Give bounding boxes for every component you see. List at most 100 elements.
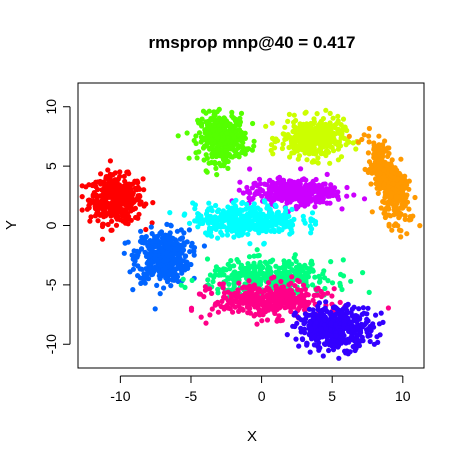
scatter-point	[246, 278, 252, 284]
scatter-point	[410, 213, 416, 219]
scatter-point	[201, 294, 207, 300]
scatter-point	[266, 186, 272, 192]
scatter-point	[216, 207, 222, 213]
scatter-point	[287, 231, 293, 237]
scatter-point	[307, 197, 313, 203]
y-tick-label: -10	[43, 334, 59, 354]
scatter-point	[245, 231, 251, 237]
scatter-point	[240, 230, 246, 236]
x-axis: -10 -5 0 5 10	[110, 375, 411, 404]
scatter-point	[167, 210, 173, 216]
scatter-point	[238, 137, 244, 143]
scatter-point	[215, 143, 221, 149]
scatter-point	[267, 268, 273, 274]
scatter-point	[286, 282, 292, 288]
scatter-point	[404, 199, 411, 205]
scatter-point	[328, 320, 334, 326]
scatter-point	[323, 107, 329, 113]
scatter-point	[229, 215, 235, 222]
scatter-point	[161, 258, 167, 264]
scatter-point	[306, 300, 312, 306]
scatter-point	[376, 170, 383, 176]
scatter-point	[265, 213, 272, 219]
scatter-point	[195, 224, 201, 230]
scatter-point	[297, 125, 303, 131]
scatter-point	[253, 272, 259, 279]
scatter-point	[194, 155, 200, 161]
scatter-point	[296, 343, 302, 349]
scatter-point	[359, 136, 365, 143]
scatter-point	[335, 113, 341, 119]
scatter-point	[121, 250, 127, 256]
scatter-point	[131, 248, 137, 254]
scatter-point	[247, 306, 253, 312]
scatter-point	[300, 213, 306, 219]
scatter-point	[251, 253, 257, 259]
scatter-point	[219, 217, 225, 223]
scatter-point	[171, 241, 177, 247]
scatter-point	[239, 200, 245, 206]
scatter-point	[140, 176, 146, 182]
scatter-point	[386, 199, 392, 205]
scatter-point	[151, 265, 157, 271]
scatter-point	[212, 268, 218, 274]
scatter-point	[287, 191, 293, 197]
scatter-point	[308, 230, 314, 236]
scatter-point	[309, 226, 315, 232]
scatter-point	[134, 254, 140, 260]
scatter-point	[271, 227, 277, 233]
scatter-point	[158, 273, 164, 279]
scatter-point	[250, 120, 256, 127]
scatter-point	[221, 290, 228, 296]
scatter-point	[117, 169, 123, 175]
scatter-point	[226, 151, 232, 158]
scatter-point	[137, 193, 143, 200]
scatter-point	[100, 179, 107, 185]
scatter-point	[328, 127, 334, 133]
scatter-point	[239, 306, 245, 312]
y-tick-label: 5	[43, 162, 59, 170]
scatter-point	[100, 221, 106, 227]
scatter-point	[108, 227, 114, 233]
scatter-point	[316, 132, 322, 138]
scatter-point	[215, 235, 221, 241]
scatter-point	[306, 192, 312, 198]
scatter-point	[344, 184, 350, 191]
x-axis-label: X	[247, 428, 257, 445]
scatter-point	[92, 203, 98, 210]
scatter-point	[300, 121, 306, 127]
scatter-point	[182, 284, 188, 290]
scatter-point	[393, 194, 399, 200]
scatter-point	[303, 277, 309, 283]
scatter-point	[277, 286, 283, 292]
scatter-point	[103, 189, 109, 195]
scatter-point	[377, 181, 383, 187]
scatter-point	[121, 173, 127, 179]
scatter-point	[380, 153, 386, 160]
scatter-point	[298, 166, 304, 172]
scatter-point	[201, 243, 207, 249]
scatter-point	[327, 186, 333, 192]
scatter-point	[278, 278, 284, 285]
scatter-point	[310, 297, 316, 303]
scatter-point	[251, 143, 257, 149]
scatter-point	[318, 293, 325, 300]
scatter-point	[90, 181, 96, 188]
scatter-point	[392, 187, 398, 193]
scatter-point	[286, 299, 292, 305]
scatter-point	[219, 152, 225, 158]
scatter-point	[306, 306, 313, 312]
scatter-point	[224, 228, 230, 234]
scatter-point	[208, 233, 215, 239]
scatter-point	[231, 134, 237, 140]
scatter-point	[230, 309, 236, 315]
scatter-point	[134, 187, 140, 193]
scatter-point	[150, 200, 156, 206]
scatter-point	[125, 221, 131, 227]
scatter-point	[177, 242, 183, 248]
scatter-point	[321, 306, 327, 313]
scatter-point	[399, 205, 405, 211]
scatter-point	[314, 111, 320, 117]
scatter-point	[227, 123, 234, 129]
scatter-point	[245, 261, 251, 267]
